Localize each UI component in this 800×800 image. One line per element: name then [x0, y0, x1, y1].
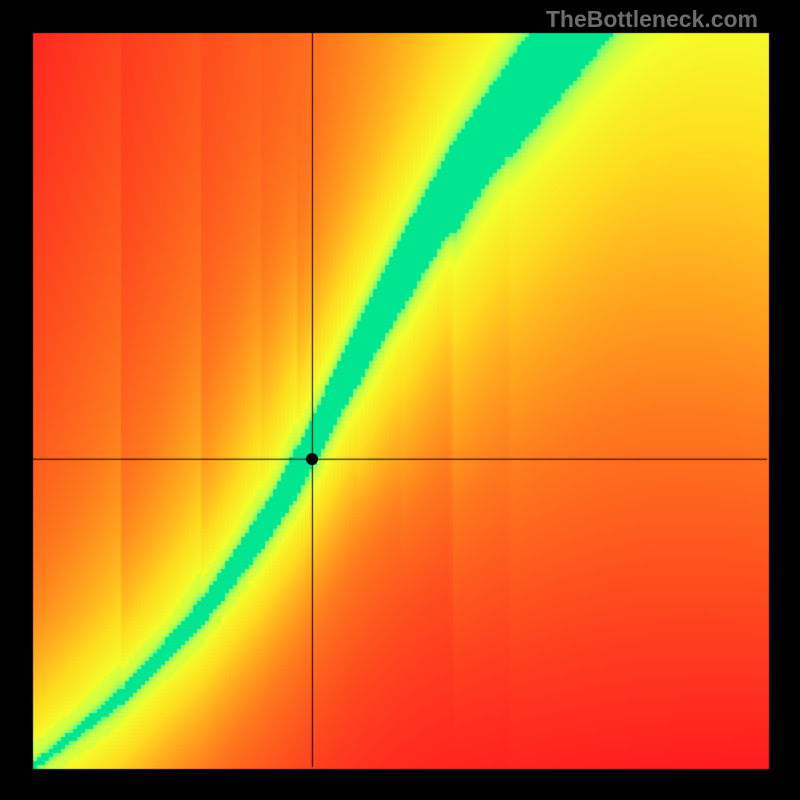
bottleneck-heatmap-canvas [0, 0, 800, 800]
chart-container: TheBottleneck.com [0, 0, 800, 800]
crosshair-dot [306, 453, 318, 465]
watermark-text: TheBottleneck.com [546, 6, 758, 33]
